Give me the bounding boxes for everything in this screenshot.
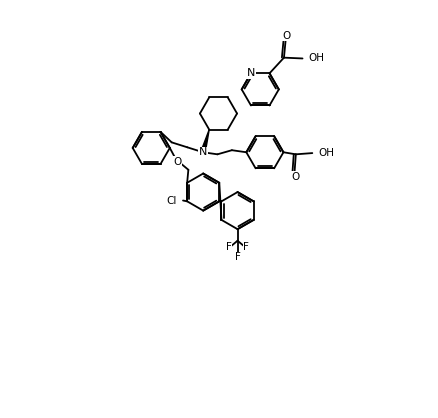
- Text: O: O: [291, 172, 300, 181]
- Text: F: F: [226, 242, 232, 252]
- Text: Cl: Cl: [166, 196, 177, 206]
- Text: F: F: [243, 242, 249, 252]
- Text: N: N: [247, 68, 255, 78]
- Text: O: O: [283, 31, 290, 41]
- Text: N: N: [199, 147, 207, 157]
- Text: F: F: [235, 252, 240, 262]
- Polygon shape: [201, 130, 209, 153]
- Text: OH: OH: [309, 54, 325, 64]
- Text: O: O: [173, 156, 182, 166]
- Text: OH: OH: [318, 148, 335, 158]
